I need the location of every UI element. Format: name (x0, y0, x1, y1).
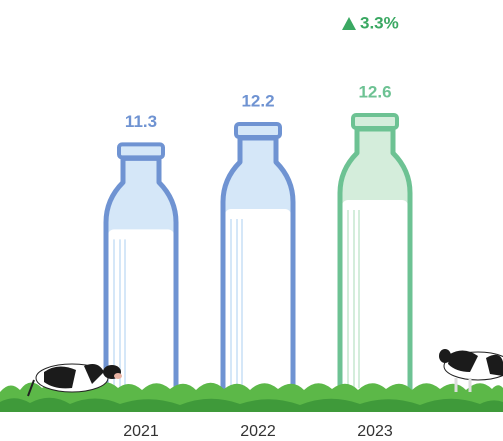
bottle (103, 142, 179, 403)
bottle-cap (351, 113, 399, 130)
annotation: 3.3% (342, 13, 399, 32)
value-label: 11.3 (125, 112, 157, 131)
bottle (220, 122, 296, 403)
bottle (337, 113, 413, 403)
grass (0, 382, 503, 441)
x-tick-label: 2023 (357, 423, 393, 440)
up-arrow (342, 17, 356, 30)
milk (225, 209, 291, 398)
value-label: 12.2 (241, 92, 274, 111)
milk (342, 200, 408, 398)
bottle-cap (234, 122, 282, 140)
x-tick-label: 2022 (240, 423, 276, 440)
x-tick-label: 2021 (123, 423, 159, 440)
bottle-cap (117, 142, 165, 160)
cow-right (439, 349, 503, 392)
cow-left (27, 363, 122, 397)
change-label: 3.3% (360, 13, 399, 32)
value-label: 12.6 (358, 82, 391, 101)
